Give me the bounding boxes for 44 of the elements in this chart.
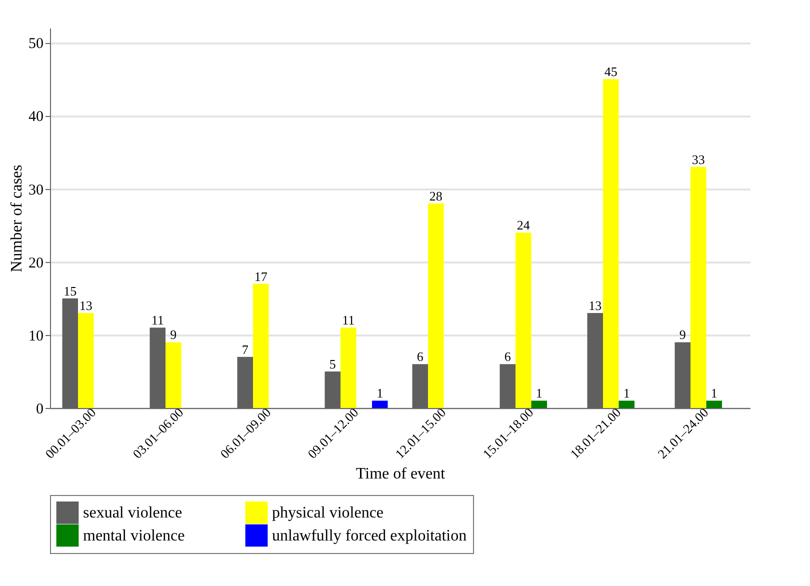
data-label: 15 <box>64 283 77 298</box>
legend-label: mental violence <box>83 528 185 544</box>
data-label: 11 <box>151 312 164 328</box>
bar <box>372 400 388 408</box>
legend-label: sexual violence <box>83 504 182 522</box>
bar <box>78 313 94 408</box>
data-label: 1 <box>536 386 542 401</box>
bar <box>428 203 444 408</box>
bar <box>603 79 619 408</box>
data-label: 9 <box>170 327 177 342</box>
y-tick-label: 40 <box>28 109 44 126</box>
data-label: 11 <box>342 312 355 328</box>
y-tick-label: 20 <box>28 255 44 272</box>
y-tick-label: 30 <box>28 182 44 198</box>
data-label: 1 <box>710 386 718 401</box>
data-label: 5 <box>329 356 336 372</box>
bar <box>166 342 182 408</box>
y-tick-label: 0 <box>36 402 44 418</box>
data-label: 7 <box>242 342 249 357</box>
y-axis-title: Number of cases <box>8 164 26 272</box>
x-axis-title: Time of event <box>356 465 446 482</box>
bar <box>531 400 547 408</box>
data-label: 17 <box>254 268 268 284</box>
data-label: 6 <box>416 349 424 364</box>
data-label: 33 <box>692 152 705 167</box>
data-label: 28 <box>429 188 442 204</box>
bar <box>618 400 634 408</box>
legend-label: physical violence <box>272 504 384 522</box>
data-label: 1 <box>376 386 384 401</box>
data-label: 13 <box>588 298 602 313</box>
data-label: 6 <box>504 349 512 364</box>
bar <box>690 166 706 408</box>
legend-label: unlawfully forced exploitation <box>272 528 467 544</box>
bar <box>253 284 269 408</box>
data-label: 1 <box>623 386 630 401</box>
data-label: 45 <box>604 64 618 80</box>
data-label: 24 <box>516 218 530 233</box>
bar <box>706 400 722 408</box>
bar <box>340 328 356 408</box>
bar <box>516 232 532 408</box>
y-tick-label: 50 <box>28 36 44 52</box>
data-label: 9 <box>679 327 686 342</box>
data-label: 13 <box>79 298 92 313</box>
y-tick-label: 10 <box>28 328 44 344</box>
